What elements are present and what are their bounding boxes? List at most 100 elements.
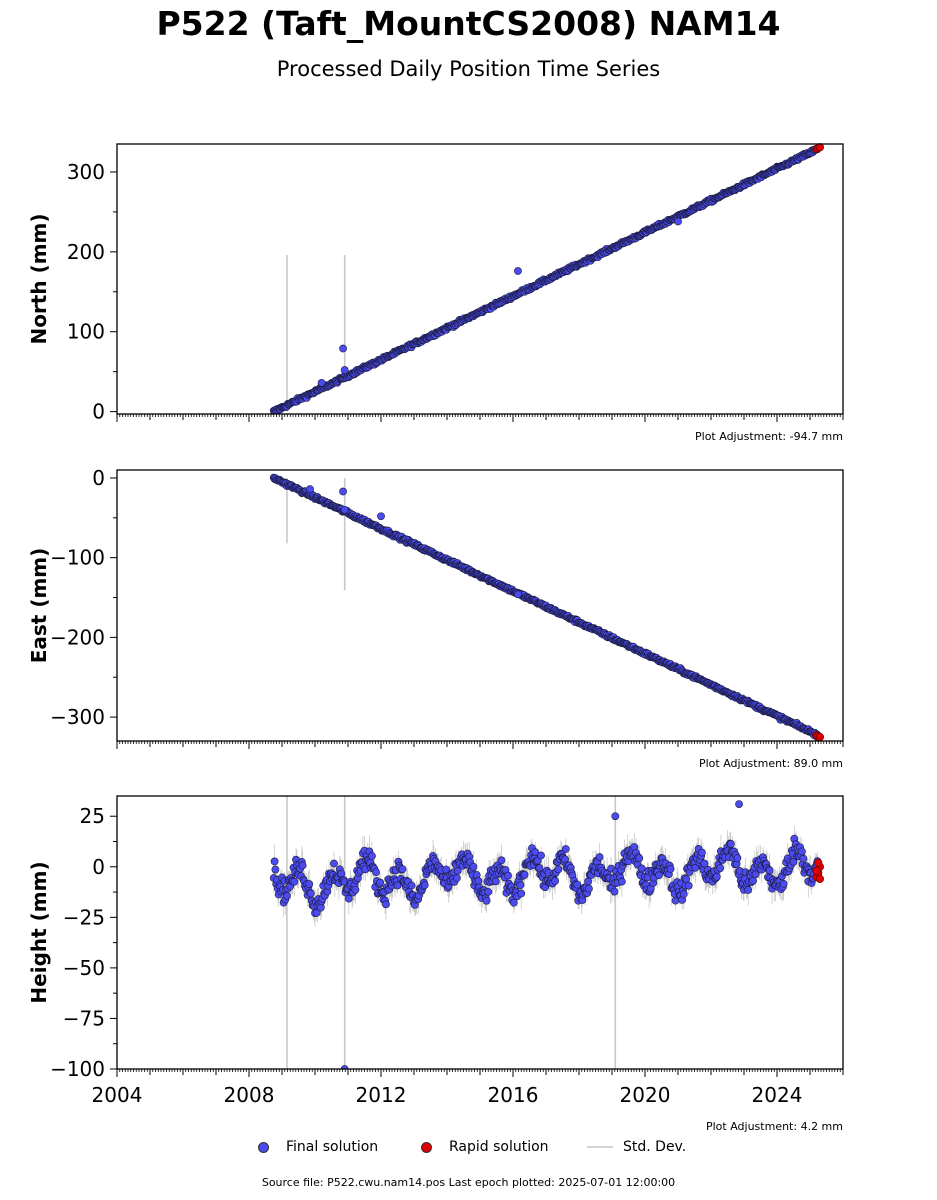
panel-2: −100 −75 −50 −25 0 25 2004 2008 2012 2016 2020 2024…	[27, 795, 844, 1133]
x-tick-label: 2008	[224, 1083, 275, 1107]
y-tick-label: −200	[50, 625, 105, 649]
final-solution-point	[306, 889, 315, 898]
plot-adjustment-label: Plot Adjustment: 4.2 mm	[706, 1120, 843, 1133]
y-tick-label: −300	[50, 705, 105, 729]
final-solution-point	[666, 865, 675, 873]
final-solution-point	[679, 890, 688, 898]
final-solution-point	[339, 344, 347, 353]
x-tick-label: 2024	[752, 1083, 803, 1107]
y-tick-label: −25	[63, 905, 105, 929]
final-solution-point	[712, 872, 721, 881]
std-dev-line-icon	[587, 1146, 613, 1148]
final-solution-point	[797, 847, 806, 856]
y-tick-label: 300	[67, 160, 105, 184]
final-solution-point	[393, 881, 402, 890]
final-solution-point	[497, 856, 506, 865]
legend-rapid-label: Rapid solution	[449, 1139, 549, 1155]
final-solution-point	[407, 881, 416, 890]
final-solution-point	[290, 877, 299, 886]
y-tick-label: 0	[92, 466, 105, 490]
final-solution-point	[344, 894, 353, 903]
final-solution-point	[376, 878, 385, 887]
plot-adjustment-label: Plot Adjustment: -94.7 mm	[695, 430, 843, 443]
final-solution-point	[584, 877, 592, 886]
y-tick-label: −100	[50, 1057, 105, 1081]
final-solution-point	[452, 874, 461, 882]
final-solution-point	[744, 886, 753, 894]
final-solution-point	[514, 267, 522, 275]
final-solution-point	[330, 859, 338, 868]
rapid-solution-point	[812, 866, 821, 875]
x-tick-label: 2016	[488, 1083, 539, 1107]
final-solution-point	[674, 217, 682, 226]
final-solution-marker-icon	[258, 1141, 269, 1153]
final-solution-point	[698, 848, 706, 857]
final-solution-points	[269, 800, 822, 1069]
final-solution-point	[735, 800, 743, 808]
y-tick-label: −75	[63, 1006, 105, 1030]
final-solution-point	[799, 854, 808, 863]
final-solution-point	[573, 880, 582, 889]
final-solution-point	[453, 866, 462, 875]
final-solution-point	[585, 884, 593, 893]
final-solution-point	[271, 865, 280, 874]
rapid-solution-marker-icon	[421, 1141, 432, 1153]
final-solution-point	[382, 900, 390, 909]
final-solution-point	[298, 861, 307, 870]
legend-final-label: Final solution	[286, 1139, 379, 1155]
legend-item-rapid: Rapid solution	[421, 1136, 549, 1158]
final-solution-point	[306, 485, 314, 494]
final-solution-point	[398, 865, 407, 874]
rapid-solution-point	[815, 874, 825, 884]
final-solution-point	[305, 880, 314, 888]
panel-1: −300 −200 −100 0 East (mm) Plot Adjustment: 8…	[27, 466, 844, 770]
y-axis-label: East (mm)	[27, 548, 51, 664]
final-solution-point	[779, 879, 788, 888]
y-tick-label: 25	[80, 804, 105, 828]
final-solution-point	[637, 864, 646, 873]
final-solution-point	[340, 366, 349, 374]
final-solution-point	[733, 854, 742, 862]
source-footer: Source file: P522.cwu.nam14.pos Last epo…	[261, 1176, 676, 1189]
y-tick-label: −100	[50, 546, 105, 570]
final-solution-point	[316, 903, 325, 912]
final-solution-points	[269, 473, 822, 741]
final-solution-point	[351, 885, 360, 894]
final-solution-point	[339, 487, 347, 496]
final-solution-point	[504, 871, 512, 880]
panel-0: 0 100 200 300 North (mm) Plot Adjustment: -94…	[27, 143, 844, 443]
final-solution-point	[531, 848, 540, 857]
final-solution-point	[377, 512, 385, 521]
final-solution-point	[618, 877, 626, 886]
final-solution-point	[340, 1065, 349, 1069]
final-solution-point	[484, 887, 493, 896]
final-solution-point	[611, 812, 620, 821]
final-solution-point	[317, 378, 326, 387]
legend: Final solution Rapid solution Std. Dev.	[0, 1136, 937, 1158]
plot-frame	[116, 143, 844, 415]
final-solution-point	[491, 877, 500, 886]
final-solution-point	[684, 881, 693, 890]
final-solution-point	[509, 898, 518, 907]
std-dev-bars	[273, 796, 818, 1069]
final-solution-point	[537, 851, 545, 860]
final-solution-point	[420, 881, 429, 890]
final-solution-point	[554, 865, 563, 874]
final-solution-point	[520, 870, 529, 879]
final-solution-point	[716, 864, 724, 873]
final-solution-point	[765, 866, 774, 875]
final-solution-point	[595, 853, 604, 861]
final-solution-point	[474, 877, 483, 885]
final-solution-point	[700, 859, 709, 868]
y-tick-label: 100	[67, 320, 105, 344]
final-solution-points	[269, 144, 822, 414]
y-axis-label: Height (mm)	[27, 861, 51, 1003]
final-solution-point	[682, 875, 691, 884]
final-solution-point	[469, 862, 478, 871]
final-solution-point	[655, 871, 663, 880]
y-axis-label: North (mm)	[27, 213, 51, 344]
final-solution-point	[516, 881, 525, 890]
final-solution-point	[610, 887, 619, 896]
legend-item-std: Std. Dev.	[587, 1136, 686, 1158]
final-solution-point	[372, 868, 380, 877]
